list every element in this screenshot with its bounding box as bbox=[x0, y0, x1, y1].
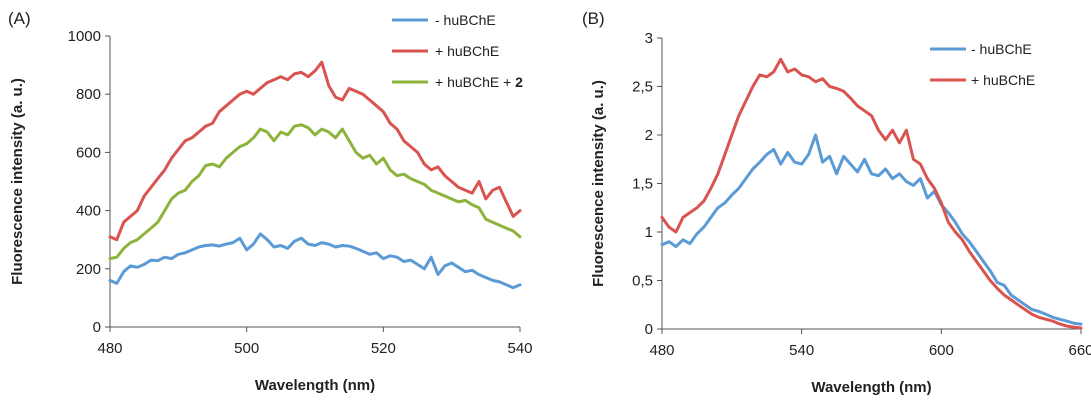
y-tick-label: 200 bbox=[76, 261, 101, 278]
legend-label: + huBChE bbox=[435, 43, 499, 59]
chart-panel-a: (A) 0 200 400 600 800 1000 480 500 520 540 Waveleng… bbox=[8, 9, 533, 394]
x-tick-label: 480 bbox=[649, 342, 674, 359]
y-tick-label: 800 bbox=[76, 86, 101, 103]
y-tick-label: 0 bbox=[645, 321, 653, 338]
x-tick-label: 540 bbox=[507, 340, 532, 357]
y-tick-label: 1 bbox=[645, 224, 653, 241]
series-line-1 bbox=[108, 232, 522, 290]
legend-label: + huBChE bbox=[971, 72, 1035, 88]
legend-label: - huBChE bbox=[435, 12, 496, 28]
x-axis-title: Wavelength (nm) bbox=[255, 377, 375, 394]
panel-label: (A) bbox=[8, 9, 31, 28]
y-tick-label: 400 bbox=[76, 203, 101, 220]
y-tick-label: 1000 bbox=[68, 28, 101, 45]
y-tick-label: 600 bbox=[76, 144, 101, 161]
y-tick-label: 0 bbox=[93, 319, 101, 336]
x-tick-label: 600 bbox=[929, 342, 954, 359]
x-tick-label: 500 bbox=[234, 340, 259, 357]
y-tick-label: 3 bbox=[645, 30, 653, 47]
series-line-1 bbox=[660, 133, 1083, 326]
y-tick-label: 0,5 bbox=[632, 273, 653, 290]
series-line-3 bbox=[108, 123, 522, 261]
y-tick-label: 1,5 bbox=[632, 176, 653, 193]
legend-label: + huBChE + 2 bbox=[435, 74, 523, 90]
x-tick-label: 480 bbox=[97, 340, 122, 357]
x-tick-label: 660 bbox=[1068, 342, 1091, 359]
x-axis-title: Wavelength (nm) bbox=[811, 379, 931, 396]
chart-panel-b: (B) 0 0,5 1 1,5 2 2,5 3 480 540 600 660 Wavelength (… bbox=[582, 9, 1091, 396]
x-tick-label: 520 bbox=[371, 340, 396, 357]
panel-label: (B) bbox=[582, 9, 605, 28]
x-tick-label: 540 bbox=[789, 342, 814, 359]
y-axis-title: Fluorescence intensity (a. u.) bbox=[9, 78, 26, 285]
series-line-2 bbox=[108, 60, 522, 242]
y-axis-title: Fluorescence intensity (a. u.) bbox=[590, 80, 607, 287]
y-tick-label: 2 bbox=[645, 127, 653, 144]
series-line-2 bbox=[660, 57, 1083, 330]
legend-label: - huBChE bbox=[971, 41, 1032, 57]
y-tick-label: 2,5 bbox=[632, 79, 653, 96]
